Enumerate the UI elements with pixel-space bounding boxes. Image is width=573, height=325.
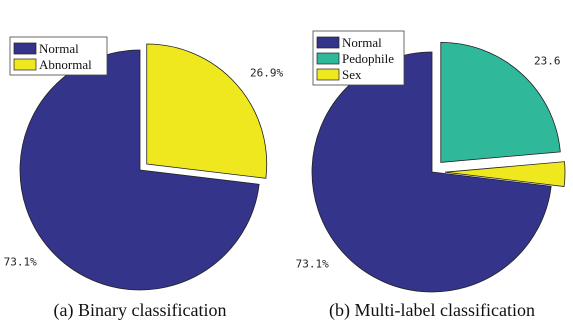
legend-label-normal: Normal [39, 41, 79, 56]
legend-label-abnormal: Abnormal [39, 57, 92, 72]
pct-label-normal: 73.1% [296, 258, 329, 271]
legend-swatch-normal [316, 36, 340, 49]
pct-label-normal: 73.1% [4, 256, 37, 269]
pct-label-pedophile: 23.6 [534, 55, 561, 68]
pie-slice-abnormal [146, 43, 268, 179]
legend-swatch-abnormal [13, 58, 37, 71]
legend-swatch-pedophile [316, 52, 340, 65]
legend-label-sex: Sex [342, 67, 362, 82]
legend-swatch-sex [316, 68, 340, 81]
pie-slice-sex [444, 161, 566, 187]
chart-caption: (a) Binary classification [54, 300, 227, 321]
legend-swatch-normal [13, 42, 37, 55]
pie-slice-pedophile [440, 42, 561, 163]
legend-label-normal: Normal [342, 35, 382, 50]
pct-label-abnormal: 26.9% [250, 66, 283, 79]
pie-slice-normal [19, 49, 260, 291]
legend-label-pedophile: Pedophile [342, 51, 394, 66]
chart-caption: (b) Multi-label classification [329, 300, 535, 321]
